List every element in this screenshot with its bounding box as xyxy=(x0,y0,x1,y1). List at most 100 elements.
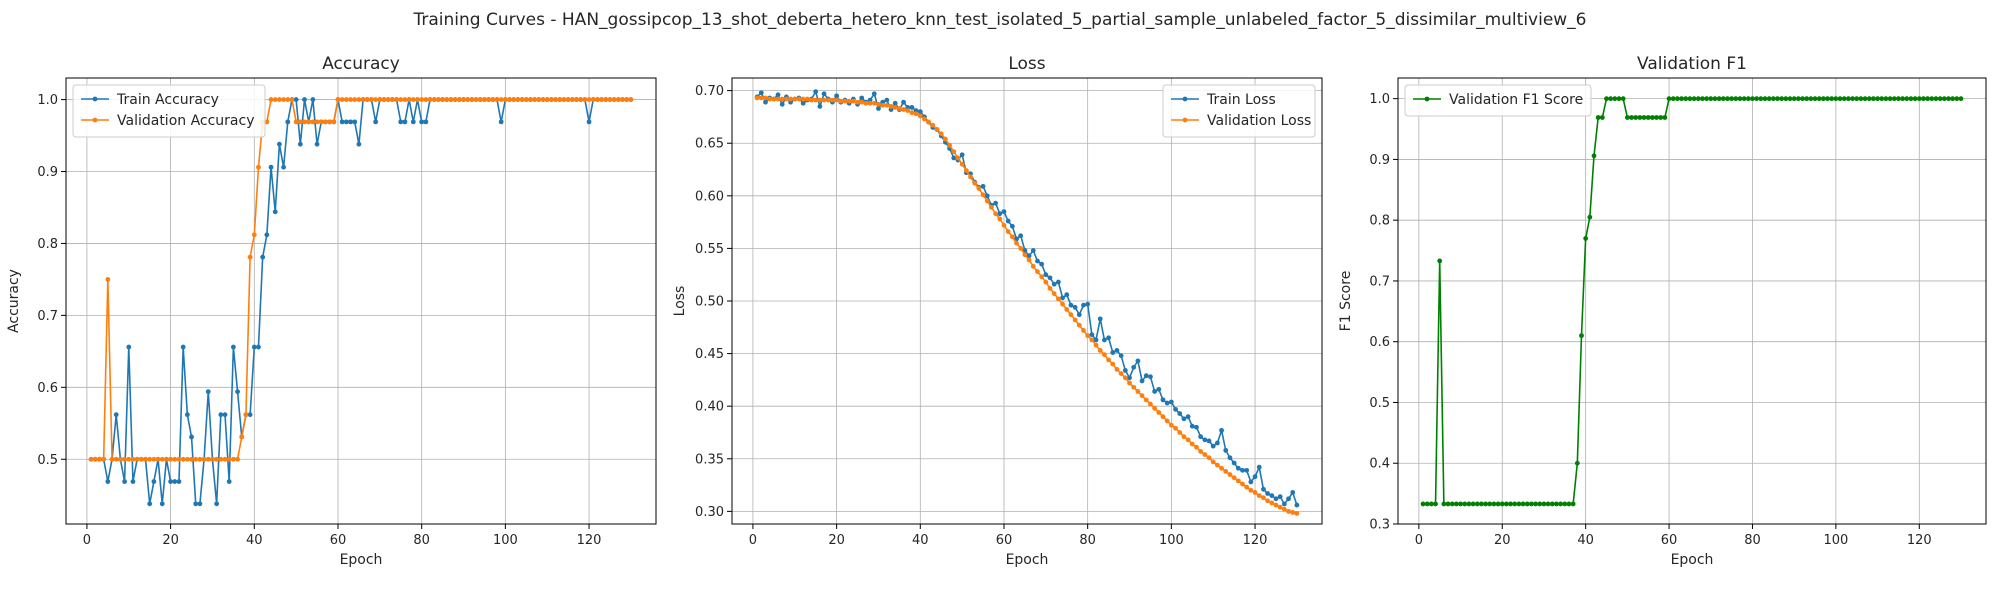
validation-loss-point xyxy=(1219,465,1224,471)
validation-loss-point xyxy=(1043,279,1049,285)
validation-accuracy-point xyxy=(394,97,399,102)
train-loss-point xyxy=(1173,406,1178,412)
validation-loss-point xyxy=(880,102,886,108)
train-accuracy-point xyxy=(176,479,182,484)
validation-loss-point xyxy=(980,192,986,198)
validation-accuracy-point xyxy=(314,119,320,125)
train-accuracy-point xyxy=(277,141,282,147)
validation-f1-score-point xyxy=(1604,96,1609,102)
panel1-y-axis-label: Loss xyxy=(672,286,688,317)
validation-loss-point xyxy=(825,97,831,103)
validation-accuracy-point xyxy=(444,97,450,102)
validation-f1-score-point xyxy=(1616,96,1622,102)
validation-loss-point xyxy=(1143,397,1149,403)
validation-f1-score-point xyxy=(1912,96,1918,102)
validation-f1-score-point xyxy=(1708,96,1714,102)
validation-accuracy-point xyxy=(327,119,333,125)
validation-f1-score-point xyxy=(1845,96,1851,102)
validation-loss-point xyxy=(976,186,982,191)
validation-f1-score-point xyxy=(1675,96,1680,102)
panel1-x-tick-label: 60 xyxy=(996,533,1013,548)
validation-f1-score-point xyxy=(1775,96,1780,102)
panel0-y-axis-label: Accuracy xyxy=(6,269,22,333)
validation-accuracy-point xyxy=(544,97,550,102)
train-loss-point xyxy=(1273,496,1279,502)
train-loss-point xyxy=(1277,494,1283,500)
validation-accuracy-point xyxy=(461,97,466,102)
train-loss-point xyxy=(1244,467,1250,473)
validation-f1-score-point xyxy=(1804,96,1810,102)
train-loss-point xyxy=(1131,364,1137,370)
train-loss-point xyxy=(1177,411,1183,416)
validation-loss-point xyxy=(855,99,860,105)
train-loss-point xyxy=(1185,414,1191,420)
validation-f1-score-point xyxy=(1487,501,1493,507)
validation-accuracy-point xyxy=(419,97,425,102)
validation-accuracy-point xyxy=(582,97,588,102)
validation-loss-point xyxy=(1135,389,1141,394)
validation-f1-score-point xyxy=(1695,96,1701,102)
validation-accuracy-point xyxy=(565,97,571,102)
validation-loss-point xyxy=(1273,502,1279,508)
train-accuracy-point xyxy=(343,119,349,125)
validation-loss-point xyxy=(1231,475,1237,481)
train-loss-point xyxy=(1269,493,1275,498)
validation-loss-point xyxy=(1235,478,1241,484)
validation-f1-score-point xyxy=(1687,96,1693,102)
train-accuracy-point xyxy=(256,344,261,350)
train-accuracy-point xyxy=(285,119,291,125)
train-loss-point xyxy=(1081,302,1086,308)
validation-accuracy-point xyxy=(519,97,525,102)
validation-f1-score-point xyxy=(1946,96,1951,102)
validation-accuracy-point xyxy=(214,456,220,462)
validation-accuracy-point xyxy=(620,97,625,102)
validation-loss-point xyxy=(1185,437,1191,443)
validation-accuracy-point xyxy=(595,97,600,102)
validation-accuracy-line xyxy=(91,98,631,461)
validation-loss-point xyxy=(1030,263,1036,269)
validation-accuracy-point xyxy=(197,456,203,462)
validation-f1-score-point xyxy=(1795,96,1801,102)
train-loss-point xyxy=(834,93,840,99)
validation-accuracy-point xyxy=(490,97,496,102)
train-accuracy-point xyxy=(373,119,379,125)
validation-accuracy-point xyxy=(615,97,621,102)
panel1-legend-label: Train Loss xyxy=(1206,92,1276,108)
validation-accuracy-point xyxy=(410,97,416,102)
panel1-legend-marker xyxy=(1182,117,1188,123)
validation-loss-point xyxy=(1047,285,1053,291)
validation-accuracy-point xyxy=(356,97,362,102)
train-loss-point xyxy=(1005,218,1011,224)
validation-accuracy-point xyxy=(603,97,609,102)
validation-loss-point xyxy=(767,96,773,102)
train-accuracy-point xyxy=(251,344,257,350)
validation-f1-score-point xyxy=(1504,501,1509,507)
validation-f1-score-point xyxy=(1704,96,1709,102)
validation-loss-point xyxy=(1106,357,1111,363)
train-loss-point xyxy=(1240,467,1245,473)
validation-loss-point xyxy=(1227,472,1233,477)
train-loss-point xyxy=(1135,358,1141,364)
panel1-y-tick-label: 0.40 xyxy=(695,400,724,415)
validation-f1-score-point xyxy=(1595,115,1601,120)
validation-accuracy-point xyxy=(239,434,245,440)
validation-accuracy-point xyxy=(427,97,433,102)
validation-f1-score-point xyxy=(1458,501,1463,507)
validation-accuracy-point xyxy=(297,119,303,125)
validation-accuracy-point xyxy=(406,97,412,102)
panel0-y-tick-label: 0.6 xyxy=(37,381,58,396)
validation-loss-point xyxy=(876,101,881,107)
validation-f1-score-point xyxy=(1891,96,1897,102)
validation-accuracy-point xyxy=(507,97,512,102)
validation-accuracy-point xyxy=(385,97,391,102)
panel2-axes-frame xyxy=(1397,77,1987,525)
validation-f1-score-point xyxy=(1599,115,1605,120)
panel1-y-tick-label: 0.50 xyxy=(695,295,724,310)
validation-f1-score-point xyxy=(1816,96,1822,102)
panel1-legend-marker xyxy=(1182,96,1188,102)
validation-loss-point xyxy=(1009,234,1015,240)
panel2-y-tick-label: 0.8 xyxy=(1369,214,1390,229)
train-accuracy-point xyxy=(168,479,174,484)
validation-f1-score-point xyxy=(1583,236,1589,241)
train-accuracy-point xyxy=(122,479,127,484)
